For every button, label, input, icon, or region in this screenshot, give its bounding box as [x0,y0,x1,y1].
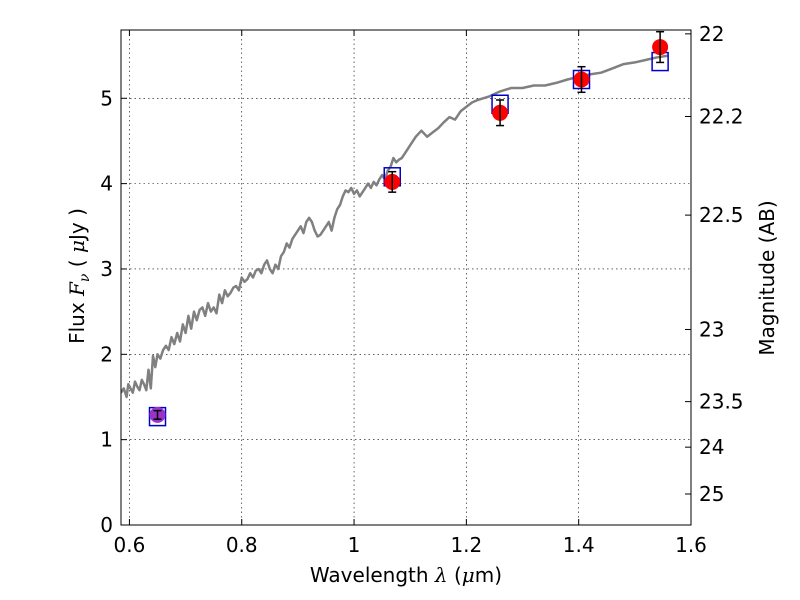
x-tick-label: 0.6 [114,533,146,557]
y-tick-label: 4 [100,172,113,196]
x-tick-label: 1.2 [450,533,482,557]
x-tick-label: 1 [348,533,361,557]
y-axis-label: Flux Fν ( μJy ) [65,208,93,344]
y2-tick-label: 22 [699,22,724,46]
plot-frame [120,29,692,526]
data-points [148,30,669,427]
x-tick-label: 0.8 [226,533,258,557]
y2-tick-label: 24 [699,435,724,459]
y-tick-label: 5 [100,86,113,110]
y2-tick-label: 22.5 [699,203,744,227]
y-tick-label: 2 [100,342,113,366]
y-tick-label: 1 [100,428,113,452]
y2-tick-label: 23.5 [699,390,744,414]
secondary-y-axis-label: Magnitude (AB) [755,200,779,355]
model-spectrum-line [121,54,669,399]
x-axis-label: Wavelength λ (μm) [310,563,502,587]
grid [121,30,692,526]
y2-tick-label: 22.2 [699,104,744,128]
x-tick-label: 1.4 [563,533,595,557]
y-tick-label: 3 [100,257,113,281]
axis-ticks: 0.6 0.8 1 1.2 1.4 1.60123452222.222.52323.524… [100,22,743,557]
x-tick-label: 1.6 [675,533,707,557]
model-spectrum [121,54,669,399]
y2-tick-label: 25 [699,482,724,506]
y2-tick-label: 23 [699,317,724,341]
y-tick-label: 0 [100,513,113,537]
